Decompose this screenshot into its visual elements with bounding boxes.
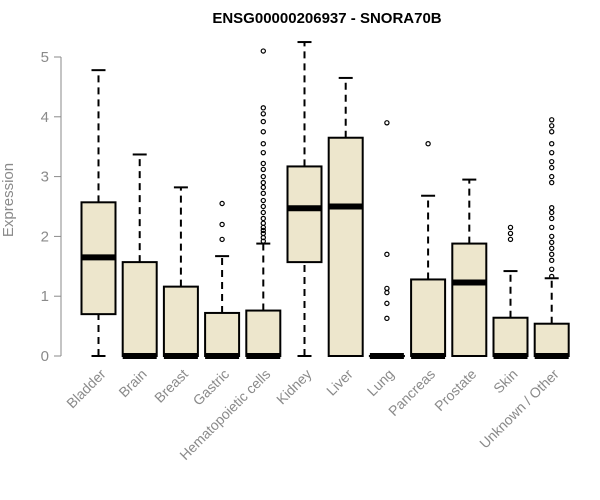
outlier-point (549, 266, 555, 272)
outlier-point (260, 197, 266, 204)
x-tick-label: Prostate (431, 366, 479, 414)
box-group (286, 41, 323, 357)
box-group (162, 186, 199, 359)
outlier-point (260, 105, 266, 111)
outlier-point (260, 238, 266, 244)
box-group (80, 69, 117, 357)
box-iqr (451, 242, 488, 358)
outlier-point (549, 273, 555, 280)
outlier-point (549, 215, 555, 222)
box-group (492, 224, 529, 359)
outlier-point (384, 251, 390, 258)
outlier-point (549, 164, 555, 171)
outlier-point (260, 129, 266, 135)
x-tick-label: Kidney (273, 366, 315, 408)
outlier-point (384, 289, 390, 296)
box-group (368, 120, 405, 359)
outlier-point (260, 149, 266, 156)
outlier-point (549, 209, 555, 216)
box-group (204, 200, 241, 359)
box-iqr (492, 316, 529, 357)
outlier-point (260, 111, 266, 117)
outlier-point (384, 300, 390, 307)
outlier-point (549, 257, 555, 264)
outlier-point (549, 141, 555, 147)
outlier-point (425, 141, 431, 147)
y-tick-label: 2 (41, 228, 49, 245)
x-tick-label: Skin (490, 366, 521, 397)
outlier-point (219, 221, 225, 228)
outlier-point (219, 200, 225, 207)
y-tick-label: 4 (41, 109, 49, 126)
outlier-point (549, 251, 555, 258)
y-tick-label: 3 (41, 169, 49, 186)
x-tick-label: Breast (151, 366, 191, 406)
box-iqr (245, 309, 282, 357)
box-iqr (162, 285, 199, 357)
box-iqr (533, 322, 570, 358)
box-iqr (204, 311, 241, 357)
outlier-point (507, 224, 514, 231)
chart-title: ENSG00000206937 - SNORA70B (212, 10, 441, 27)
outlier-point (260, 209, 266, 216)
outlier-point (549, 129, 555, 135)
y-axis: 0 1 2 3 4 5 (41, 49, 62, 365)
outlier-point (260, 184, 266, 191)
box-group (410, 141, 447, 359)
outlier-point (507, 236, 514, 243)
outlier-point (549, 245, 555, 252)
outlier-point (260, 215, 266, 222)
boxes-group (80, 41, 570, 359)
box-iqr (410, 278, 447, 357)
outlier-point (507, 230, 514, 237)
outlier-point (260, 227, 266, 234)
x-tick-label: Liver (323, 366, 356, 399)
outlier-point (549, 179, 555, 186)
outlier-point (549, 158, 555, 165)
outlier-point (549, 123, 555, 129)
outlier-point (260, 179, 266, 186)
outlier-point (260, 166, 266, 173)
x-tick-label: Lung (364, 366, 397, 399)
y-axis-label: Expression (0, 163, 17, 237)
outlier-point (260, 230, 266, 237)
outlier-point (260, 220, 266, 226)
outlier-point (260, 118, 266, 125)
outlier-point (549, 149, 555, 156)
outlier-point (260, 173, 266, 180)
outlier-point (260, 141, 266, 147)
outlier-point (549, 117, 555, 123)
outlier-point (260, 48, 266, 54)
outlier-point (384, 120, 390, 126)
box-group (451, 178, 488, 358)
x-tick-label: Bladder (63, 366, 109, 412)
y-tick-label: 1 (41, 288, 49, 305)
outlier-point (260, 203, 266, 210)
outlier-point (384, 315, 390, 322)
box-iqr (327, 136, 364, 357)
box-group (121, 153, 158, 359)
outlier-point (549, 224, 555, 231)
box-group (327, 76, 364, 357)
box-group (245, 48, 282, 359)
box-iqr (286, 165, 323, 264)
y-tick-label: 5 (41, 49, 49, 66)
box-iqr (121, 261, 158, 358)
outlier-point (260, 190, 266, 197)
outlier-point (549, 233, 555, 240)
outlier-point (219, 236, 225, 243)
outlier-point (549, 239, 555, 246)
outlier-point (549, 204, 555, 211)
x-tick-label: Brain (115, 366, 149, 400)
outlier-point (384, 285, 390, 292)
outlier-point (260, 160, 266, 167)
box-group (533, 117, 570, 359)
y-tick-label: 0 (41, 348, 49, 365)
outlier-point (549, 173, 555, 180)
